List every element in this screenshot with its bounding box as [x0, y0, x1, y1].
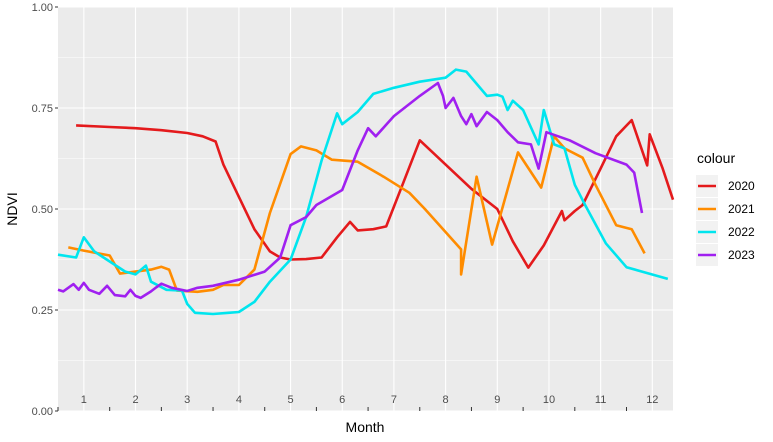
x-tick-label: 8 — [443, 394, 449, 406]
x-tick-label: 11 — [595, 394, 606, 406]
x-tick-label: 5 — [288, 394, 294, 406]
y-tick-label: 0.25 — [32, 305, 53, 317]
series-line-2023 — [57, 81, 644, 300]
x-tick-label: 2 — [132, 394, 138, 406]
legend-label-2023: 2023 — [728, 248, 755, 262]
y-tick-label: 0.75 — [32, 103, 53, 115]
legend-label-2021: 2021 — [728, 202, 755, 216]
y-tick-label: 1.00 — [32, 2, 53, 14]
x-tick-label: 12 — [646, 394, 658, 406]
x-tick-label: 10 — [543, 394, 555, 406]
grid-lines — [58, 6, 673, 412]
legend-label-2022: 2022 — [728, 225, 755, 239]
y-tick-label: 0.00 — [32, 406, 53, 418]
y-axis-title: NDVI — [4, 192, 20, 225]
month-tick-marks — [57, 407, 627, 411]
y-axis: 0.00 0.25 0.50 0.75 1.00 — [32, 2, 58, 418]
x-tick-label: 7 — [391, 394, 397, 406]
series-lines — [57, 68, 675, 316]
x-tick-label: 4 — [236, 394, 242, 406]
x-tick-label: 3 — [184, 394, 190, 406]
legend-label-2020: 2020 — [728, 179, 755, 193]
x-tick-label: 1 — [81, 394, 87, 406]
x-axis-title: Month — [346, 419, 385, 435]
legend-title: colour — [697, 150, 735, 166]
x-tick-label: 6 — [339, 394, 345, 406]
x-tick-label: 9 — [494, 394, 500, 406]
x-tick-labels: 1 2 3 4 5 6 7 8 9 10 11 12 — [81, 394, 659, 406]
y-tick-label: 0.50 — [32, 204, 53, 216]
series-line-2022 — [57, 68, 669, 316]
legend: colour 2020 2021 2022 2023 — [696, 150, 755, 266]
